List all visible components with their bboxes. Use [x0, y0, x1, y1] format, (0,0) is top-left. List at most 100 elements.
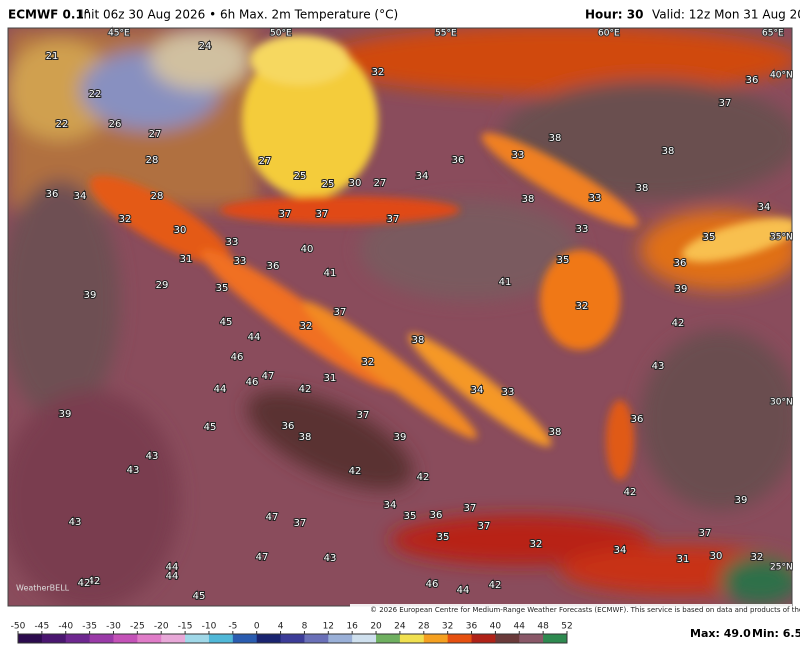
temperature-label: 36	[282, 421, 295, 432]
temperature-label: 37	[279, 209, 292, 220]
temperature-label: 36	[46, 189, 59, 200]
colorbar-segment	[543, 634, 568, 643]
colorbar-tick-label: -50	[11, 622, 26, 632]
lon-label: 65°E	[762, 29, 784, 39]
colorbar-tick-label: 12	[323, 622, 334, 632]
temperature-label: 38	[549, 133, 562, 144]
colorbar-tick-label: 40	[490, 622, 502, 632]
temperature-label: 25	[322, 179, 335, 190]
colorbar-tick-label: 52	[561, 622, 572, 632]
colorbar-segment	[185, 634, 210, 643]
temperature-label: 44	[457, 585, 470, 596]
temperature-label: 35	[216, 283, 229, 294]
temperature-label: 37	[478, 521, 491, 532]
temperature-label: 42	[624, 487, 637, 498]
colorbar-segment	[423, 634, 449, 643]
temperature-label: 37	[334, 307, 347, 318]
temperature-label: 33	[576, 224, 589, 235]
temperature-label: 41	[324, 268, 337, 279]
temperature-label: 21	[46, 51, 59, 62]
temperature-label: 32	[362, 357, 375, 368]
temperature-label: 36	[674, 258, 687, 269]
temperature-label: 47	[262, 371, 275, 382]
temperature-label: 27	[259, 156, 272, 167]
temperature-label: 43	[127, 465, 140, 476]
colorbar-segment	[161, 634, 186, 643]
temperature-label: 27	[374, 178, 387, 189]
temperature-label: 39	[735, 495, 748, 506]
temperature-label: 33	[226, 237, 239, 248]
temperature-label: 24	[199, 41, 212, 52]
colorbar-tick-label: -10	[202, 622, 217, 632]
colorbar-tick-label: -45	[35, 622, 50, 632]
colorbar-tick-label: -40	[58, 622, 73, 632]
colorbar-tick-label: 8	[302, 622, 308, 632]
temperature-label: 37	[387, 214, 400, 225]
colorbar-segment	[328, 634, 353, 643]
temperature-label: 38	[299, 432, 312, 443]
colorbar-segment	[447, 634, 473, 643]
temperature-label: 30	[349, 178, 362, 189]
temperature-label: 43	[69, 517, 82, 528]
temperature-label: 34	[74, 191, 87, 202]
temperature-label: 42	[349, 466, 362, 477]
temperature-label: 45	[204, 422, 217, 433]
colorbar-frame	[17, 633, 568, 644]
map	[8, 28, 792, 606]
temperature-label: 22	[56, 119, 69, 130]
model: ECMWF 0.1°	[8, 8, 90, 22]
lat-label: 25°N	[770, 563, 793, 573]
temperature-label: 47	[256, 552, 269, 563]
colorbar-segment	[41, 634, 67, 643]
colorbar-segment	[352, 634, 377, 643]
colorbar-segment	[495, 634, 520, 643]
temperature-label: 34	[416, 171, 429, 182]
temperature-label: 36	[430, 510, 443, 521]
colorbar-segment	[89, 634, 114, 643]
temperature-label: 36	[452, 155, 465, 166]
temperature-label: 46	[426, 579, 439, 590]
temperature-label: 33	[502, 387, 515, 398]
temperature-label: 44	[248, 332, 261, 343]
colorbar-segment	[256, 634, 282, 643]
colorbar-segment	[208, 634, 234, 643]
temperature-label: 47	[266, 512, 279, 523]
temperature-label: 34	[758, 202, 771, 213]
valid: Valid: 12z Mon 31 Aug 2026	[652, 8, 800, 22]
temperature-label: 34	[471, 385, 484, 396]
temperature-label: 33	[589, 193, 602, 204]
temperature-label: 42	[78, 578, 91, 589]
temperature-label: 42	[489, 580, 502, 591]
temperature-label: 32	[300, 321, 313, 332]
logo: WeatherBELL	[16, 584, 70, 593]
temperature-label: 36	[267, 261, 280, 272]
temperature-label: 37	[719, 98, 732, 109]
colorbar-tick-label: 44	[514, 622, 526, 632]
temperature-label: 38	[636, 183, 649, 194]
colorbar-tick-label: -25	[130, 622, 145, 632]
colorbar-segment	[232, 634, 258, 643]
temperature-label: 42	[672, 318, 685, 329]
lon-label: 50°E	[270, 29, 292, 39]
temperature-label: 37	[294, 518, 307, 529]
temperature-label: 46	[231, 352, 244, 363]
lat-label: 30°N	[770, 398, 793, 408]
temperature-label: 26	[109, 119, 122, 130]
temperature-label: 39	[675, 284, 688, 295]
colorbar-tick-label: -5	[228, 622, 237, 632]
temperature-label: 37	[699, 528, 712, 539]
temperature-label: 43	[146, 451, 159, 462]
temperature-label: 25	[294, 171, 307, 182]
colorbar-tick-label: 32	[442, 622, 453, 632]
copyright: © 2026 European Centre for Medium-Range …	[370, 606, 800, 614]
temperature-label: 30	[174, 225, 187, 236]
lat-label: 40°N	[770, 71, 793, 81]
temperature-label: 31	[677, 554, 690, 565]
temperature-label: 38	[662, 146, 675, 157]
colorbar-tick-label: 36	[466, 622, 478, 632]
temperature-label: 33	[234, 256, 247, 267]
colorbar-segment	[376, 634, 401, 643]
temperature-label: 42	[88, 576, 101, 587]
lon-label: 55°E	[435, 29, 457, 39]
